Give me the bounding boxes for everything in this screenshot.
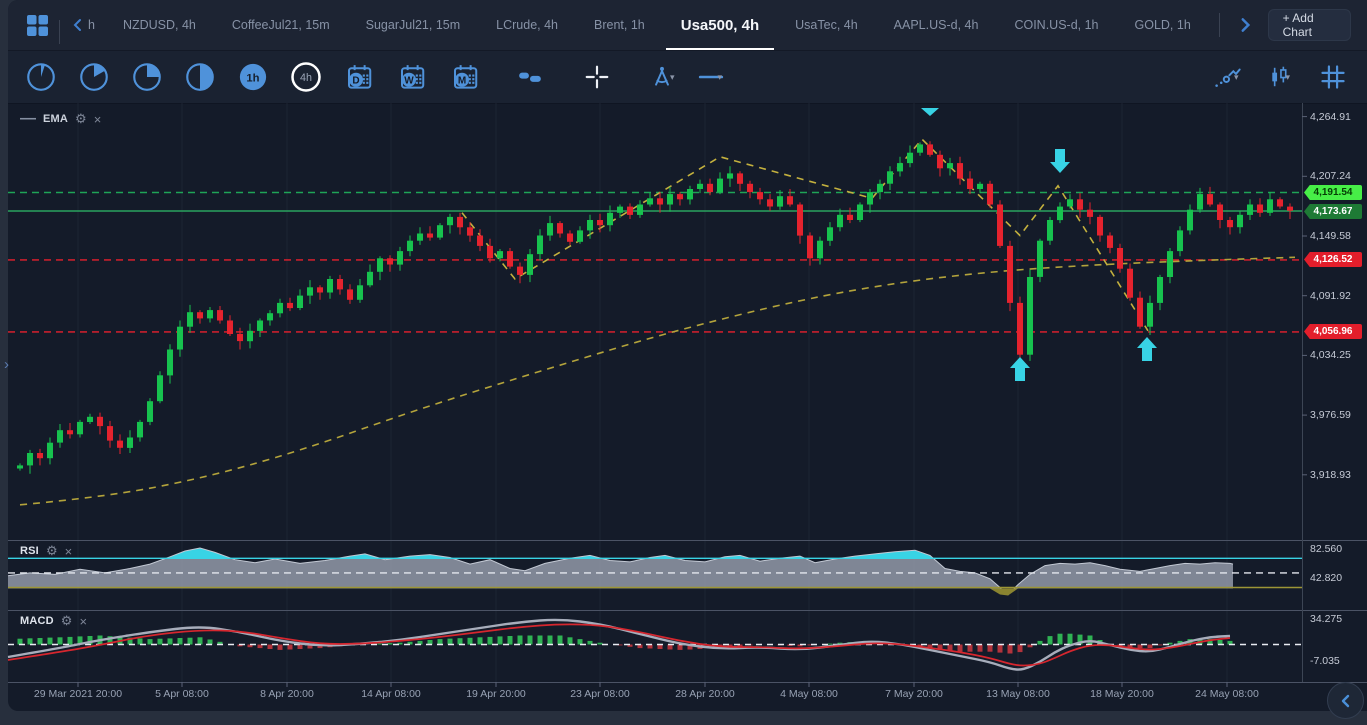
line-tool-icon[interactable] bbox=[695, 61, 728, 94]
ema-close-icon[interactable]: × bbox=[94, 112, 102, 127]
rsi-close-icon[interactable]: × bbox=[65, 544, 73, 559]
tf-5m-button[interactable] bbox=[77, 61, 110, 94]
tab-lcrude-4h[interactable]: LCrude, 4h bbox=[478, 0, 576, 50]
macd-tick-label: -7.035 bbox=[1310, 655, 1340, 667]
tab-aapl-us-d-4h[interactable]: AAPL.US-d, 4h bbox=[876, 0, 997, 50]
tab-usatec-4h[interactable]: UsaTec, 4h bbox=[777, 0, 876, 50]
svg-text:W: W bbox=[404, 75, 414, 86]
add-chart-button[interactable]: + Add Chart bbox=[1268, 9, 1351, 41]
sidebar-expander[interactable]: › bbox=[0, 352, 13, 376]
tabs-scroll-left-icon[interactable] bbox=[70, 17, 86, 33]
grid-layout-icon[interactable] bbox=[1316, 61, 1349, 94]
price-tick-label: 4,207.24 bbox=[1310, 170, 1351, 182]
tab-brent-1h[interactable]: Brent, 1h bbox=[576, 0, 663, 50]
tf-1m-button[interactable] bbox=[24, 61, 57, 94]
tab-coin-us-d-1h[interactable]: COIN.US-d, 1h bbox=[996, 0, 1116, 50]
macd-tick-label: 34.275 bbox=[1310, 613, 1342, 625]
indicators-caret-icon[interactable]: ▾ bbox=[1234, 72, 1239, 83]
svg-text:D: D bbox=[352, 75, 359, 86]
line-tool-caret-icon[interactable]: ▾ bbox=[718, 72, 723, 83]
divider bbox=[1219, 13, 1220, 37]
rsi-panel-canvas[interactable] bbox=[8, 540, 1302, 608]
tf-30m-button[interactable] bbox=[183, 61, 216, 94]
price-tick-label: 4,264.91 bbox=[1310, 111, 1351, 123]
tab-usa500-4h[interactable]: Usa500, 4h bbox=[663, 0, 777, 50]
price-level-badge: 4,056.96 bbox=[1304, 324, 1362, 339]
ema-legend: — EMA ⚙ × bbox=[20, 110, 101, 128]
macd-close-icon[interactable]: × bbox=[79, 614, 87, 629]
divider bbox=[59, 20, 60, 44]
macd-legend: MACD ⚙ × bbox=[20, 613, 87, 629]
svg-text:4h: 4h bbox=[300, 72, 312, 84]
tf-monthly-button[interactable]: M bbox=[448, 61, 481, 94]
apps-grid-icon[interactable] bbox=[26, 14, 49, 37]
chart-type-icon[interactable] bbox=[1262, 61, 1295, 94]
price-level-badge: 4,126.52 bbox=[1304, 252, 1362, 267]
price-display-tool[interactable] bbox=[513, 61, 546, 94]
chart-toolbar: 1h 4h D W M ▾ ▾ ▾ bbox=[8, 50, 1367, 104]
tab-gold-1h[interactable]: GOLD, 1h bbox=[1117, 0, 1209, 50]
price-tick-label: 3,976.59 bbox=[1310, 409, 1351, 421]
macd-legend-label: MACD bbox=[20, 615, 54, 627]
tf-1h-button[interactable]: 1h bbox=[236, 61, 269, 94]
crosshair-tool[interactable] bbox=[580, 61, 613, 94]
rsi-tick-label: 42.820 bbox=[1310, 572, 1342, 584]
indicators-icon[interactable] bbox=[1211, 61, 1244, 94]
tab-partial[interactable]: h bbox=[86, 0, 105, 50]
tab-coffeejul21-15m[interactable]: CoffeeJul21, 15m bbox=[214, 0, 348, 50]
rsi-tick-label: 82.560 bbox=[1310, 543, 1342, 555]
rsi-legend: RSI ⚙ × bbox=[20, 543, 72, 559]
tf-daily-button[interactable]: D bbox=[342, 61, 375, 94]
rsi-settings-icon[interactable]: ⚙ bbox=[46, 543, 58, 559]
svg-text:1h: 1h bbox=[246, 72, 259, 84]
time-tick-label: 24 May 08:00 bbox=[1162, 688, 1292, 700]
macd-settings-icon[interactable]: ⚙ bbox=[61, 613, 73, 629]
ema-line-swatch: — bbox=[20, 110, 36, 128]
price-tick-label: 4,149.58 bbox=[1310, 230, 1351, 242]
chart-type-caret-icon[interactable]: ▾ bbox=[1285, 72, 1290, 83]
price-tick-label: 3,918.93 bbox=[1310, 469, 1351, 481]
tabs-scroll-right-icon[interactable] bbox=[1236, 16, 1254, 34]
svg-text:M: M bbox=[457, 75, 465, 86]
ema-settings-icon[interactable]: ⚙ bbox=[75, 111, 87, 127]
price-tick-label: 4,034.25 bbox=[1310, 349, 1351, 361]
ema-legend-label: EMA bbox=[43, 113, 68, 125]
price-level-badge: 4,191.54 bbox=[1304, 185, 1362, 200]
price-tick-label: 4,091.92 bbox=[1310, 290, 1351, 302]
rsi-legend-label: RSI bbox=[20, 545, 39, 557]
chart-tab-bar: h NZDUSD, 4hCoffeeJul21, 15mSugarJul21, … bbox=[8, 0, 1367, 50]
scroll-to-end-button[interactable] bbox=[1327, 682, 1364, 719]
drawing-tools-caret-icon[interactable]: ▾ bbox=[670, 72, 675, 83]
macd-panel-canvas[interactable] bbox=[8, 610, 1302, 682]
tf-15m-button[interactable] bbox=[130, 61, 163, 94]
price-level-badge: 4,173.67 bbox=[1304, 204, 1362, 219]
tf-4h-button[interactable]: 4h bbox=[289, 61, 322, 94]
tab-nzdusd-4h[interactable]: NZDUSD, 4h bbox=[105, 0, 214, 50]
price-chart-canvas[interactable] bbox=[8, 103, 1302, 540]
tf-weekly-button[interactable]: W bbox=[395, 61, 428, 94]
tab-sugarjul21-15m[interactable]: SugarJul21, 15m bbox=[348, 0, 479, 50]
